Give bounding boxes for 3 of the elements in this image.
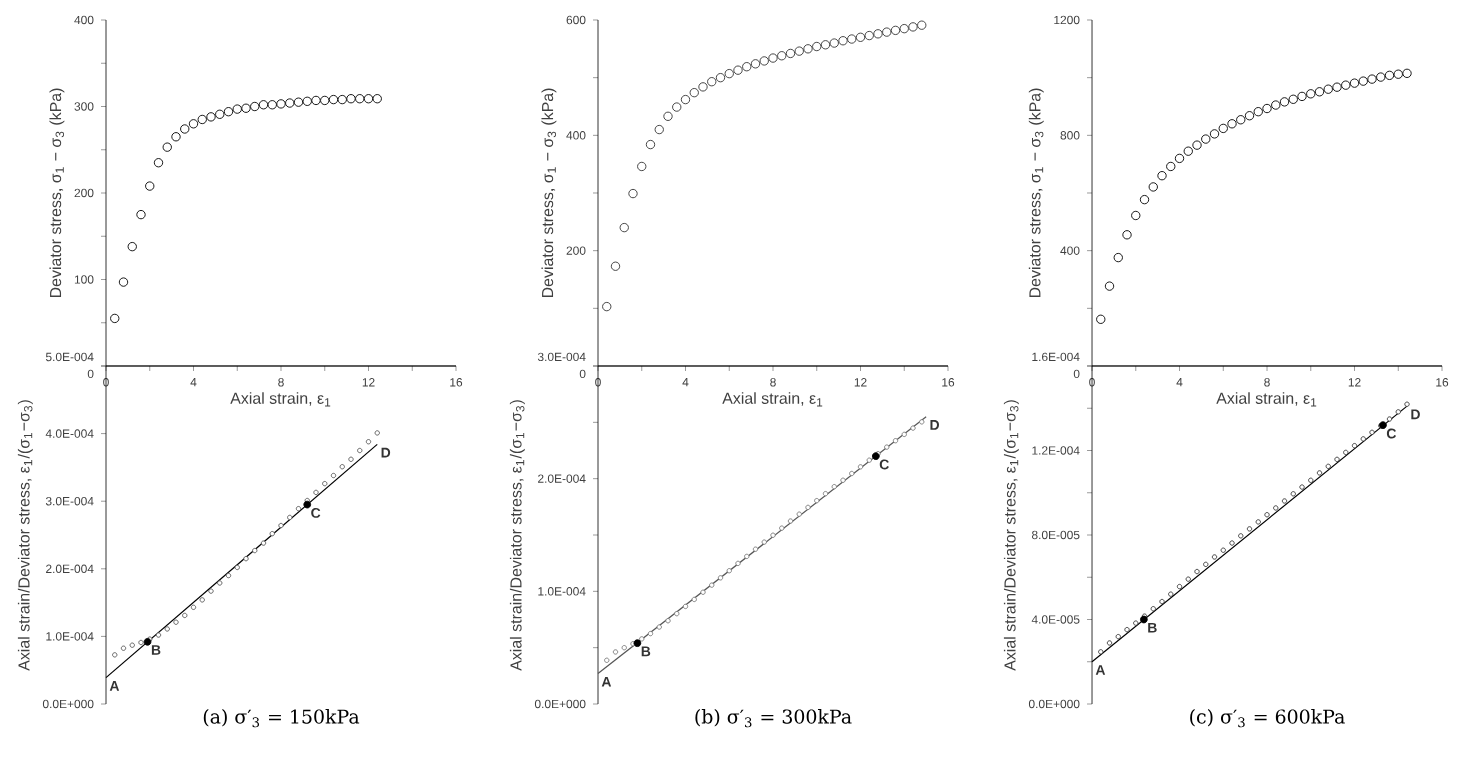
- text: (a) σ′$_{3}$ = 150kPa: [203, 709, 360, 728]
- text: (b) σ′$_{3}$ = 300kPa: [695, 709, 852, 728]
- text: (c) σ′$_{3}$ = 600kPa: [1190, 709, 1345, 728]
